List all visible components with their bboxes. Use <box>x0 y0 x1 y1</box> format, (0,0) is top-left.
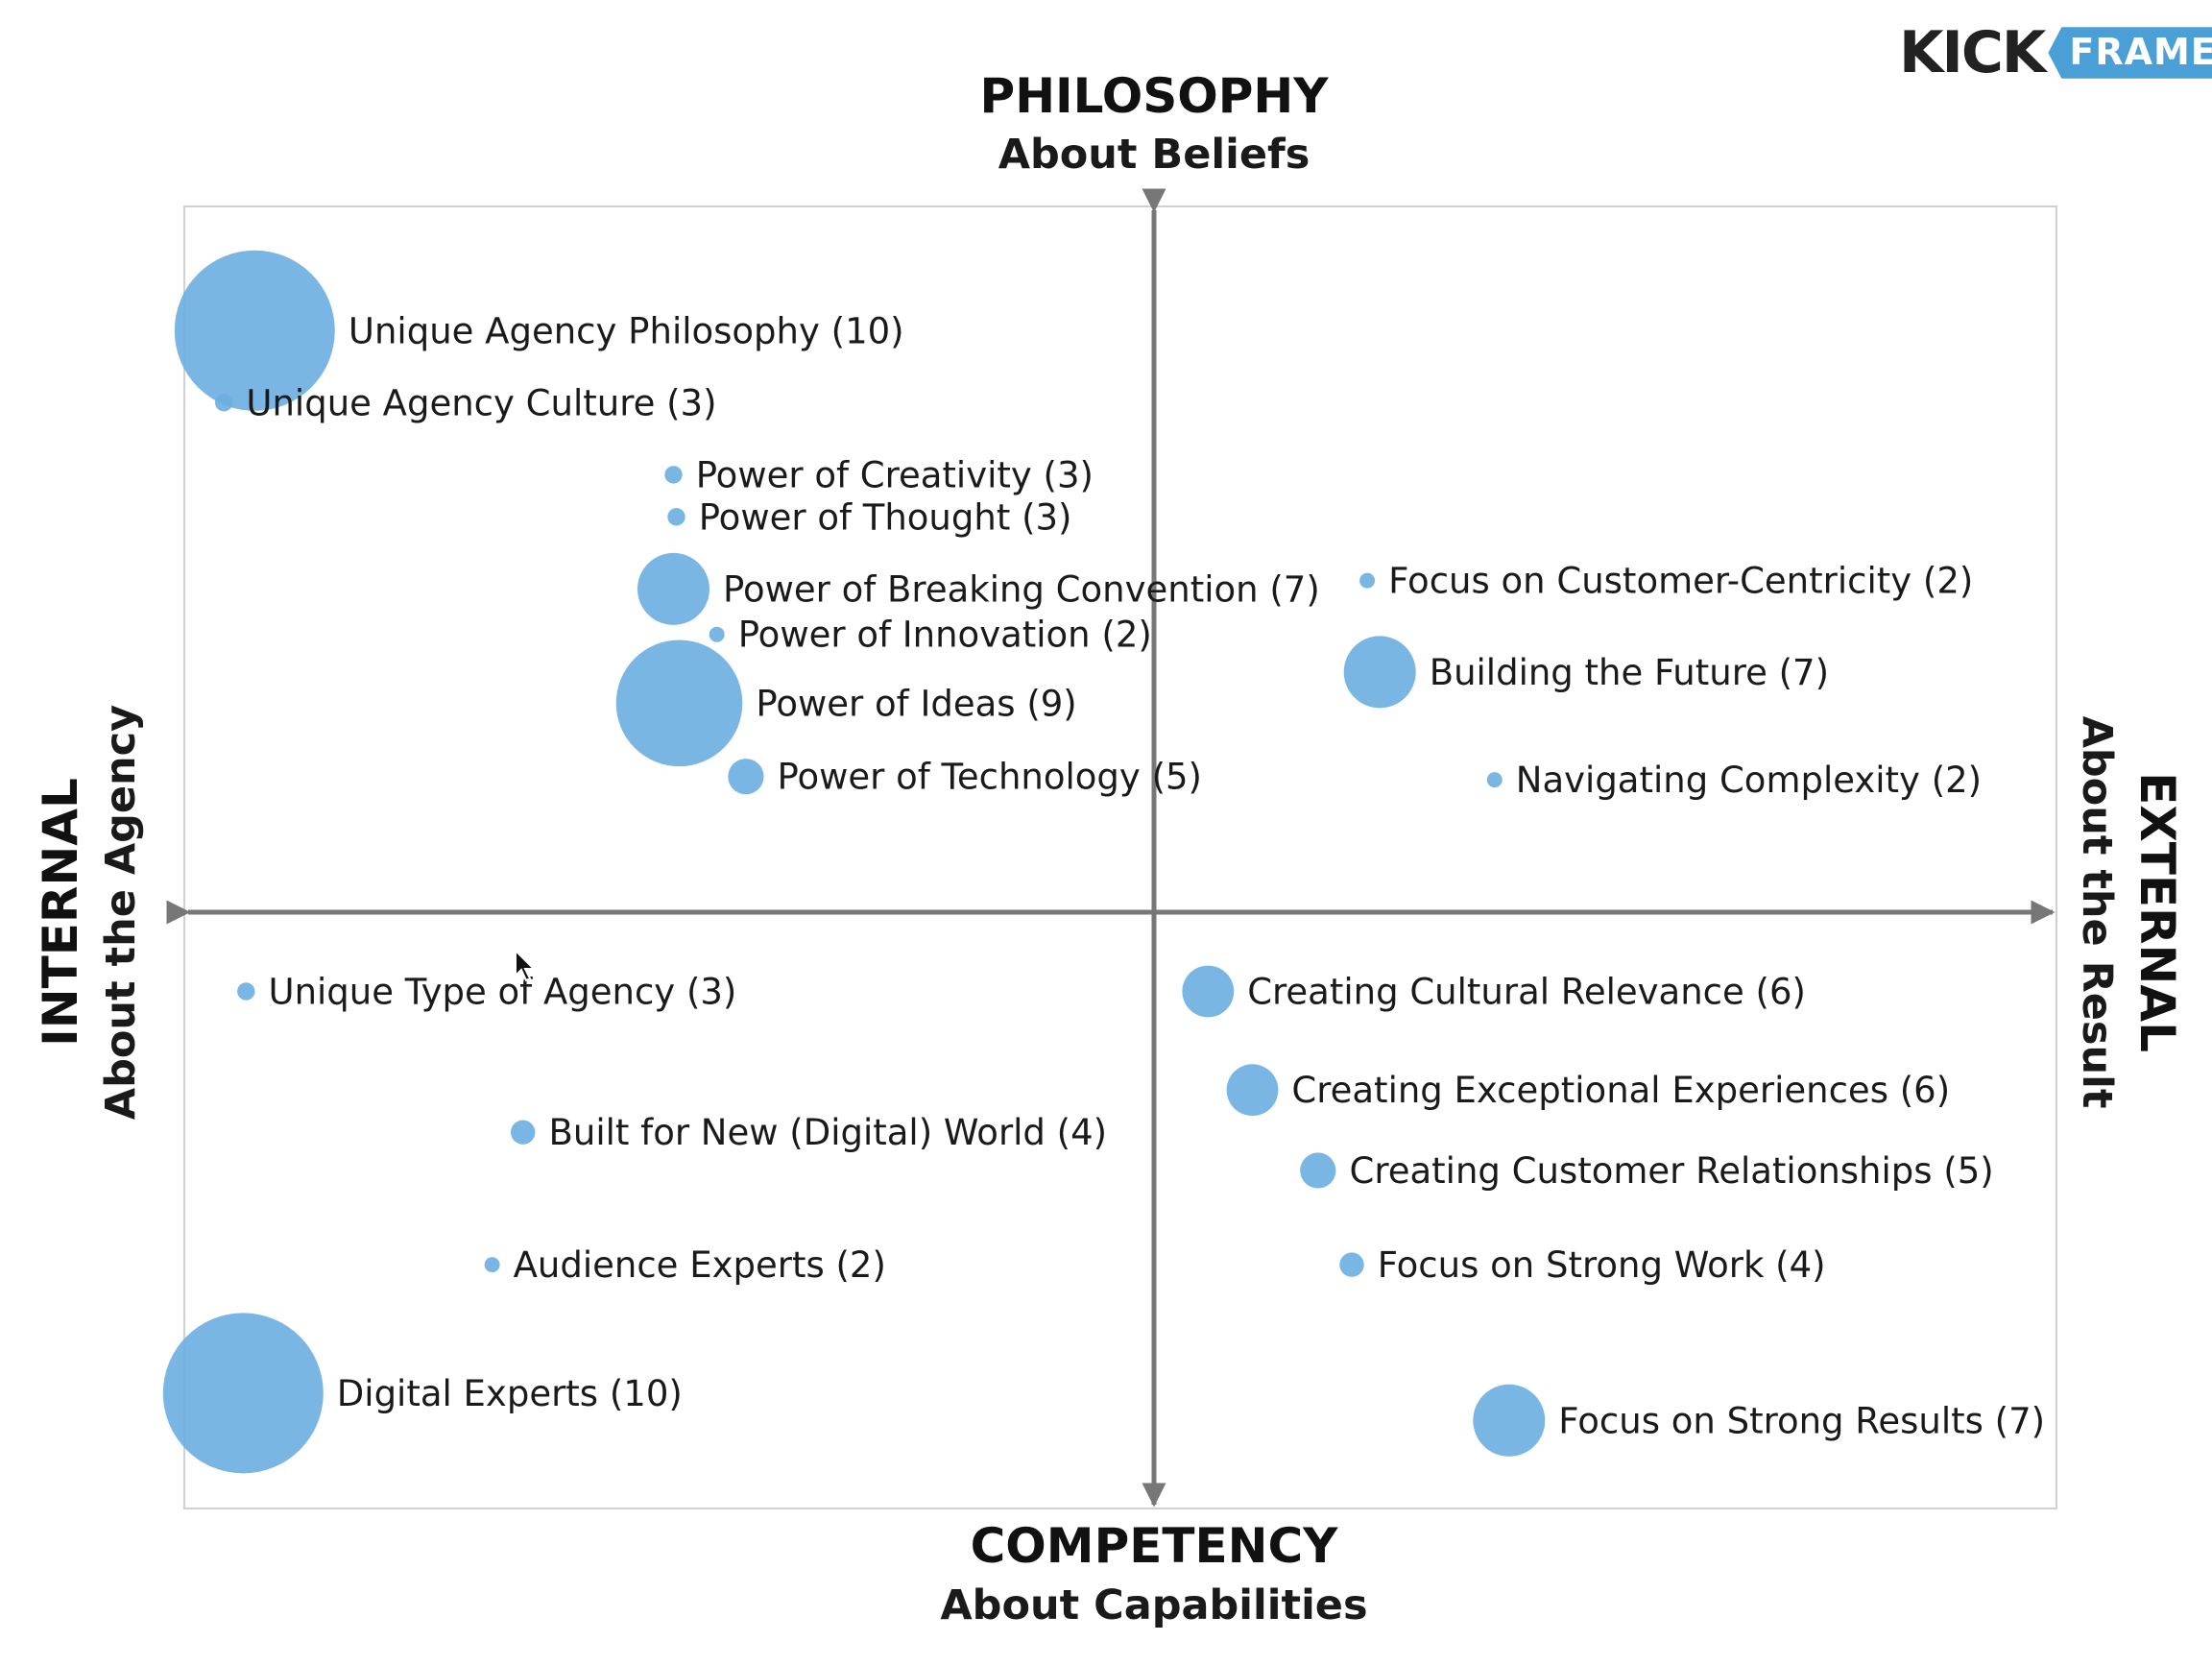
bubble-10 <box>1486 772 1503 788</box>
bubble-8 <box>1359 572 1376 589</box>
bubble-label-0: Unique Agency Philosophy (10) <box>349 310 904 351</box>
bubble-7 <box>728 759 764 795</box>
bubble-14 <box>162 1313 324 1474</box>
bubble-label-16: Creating Exceptional Experiences (6) <box>1291 1070 1950 1111</box>
bubble-17 <box>1300 1152 1336 1189</box>
logo-kick-text: KICK <box>1899 19 2046 86</box>
bubble-9 <box>1343 636 1416 709</box>
right-axis-subtitle: About the Result <box>2073 716 2121 1109</box>
bubble-3 <box>667 508 685 526</box>
bubble-label-6: Power of Ideas (9) <box>756 683 1076 724</box>
bubble-layer <box>162 250 1546 1474</box>
bubble-label-5: Power of Innovation (2) <box>738 615 1152 656</box>
bubble-5 <box>709 626 725 642</box>
bubble-16 <box>1226 1064 1279 1117</box>
bubble-0 <box>174 250 335 411</box>
bubble-13 <box>484 1257 500 1273</box>
kickframe-logo: KICK FRAME <box>1899 23 2212 83</box>
bubble-label-13: Audience Experts (2) <box>514 1244 886 1286</box>
bubble-label-3: Power of Thought (3) <box>699 496 1072 538</box>
bubble-label-4: Power of Breaking Convention (7) <box>723 568 1320 610</box>
bubble-19 <box>1473 1384 1546 1457</box>
bubble-label-15: Creating Cultural Relevance (6) <box>1247 972 1806 1013</box>
bubble-11 <box>237 982 255 1001</box>
bubble-6 <box>615 639 743 767</box>
bubble-label-10: Navigating Complexity (2) <box>1516 760 1982 801</box>
label-layer: Unique Agency Philosophy (10) Unique Agen… <box>246 310 2045 1441</box>
left-axis-title: INTERNAL <box>33 778 88 1047</box>
bubble-label-11: Unique Type of Agency (3) <box>269 972 737 1013</box>
bubble-12 <box>511 1120 536 1145</box>
bubble-label-14: Digital Experts (10) <box>337 1373 683 1414</box>
bubble-label-8: Focus on Customer-Centricity (2) <box>1388 561 1973 602</box>
bubble-label-1: Unique Agency Culture (3) <box>246 382 716 423</box>
top-axis-title: PHILOSOPHY <box>980 68 1330 124</box>
bubble-label-19: Focus on Strong Results (7) <box>1558 1400 2045 1441</box>
bubble-1 <box>215 394 233 412</box>
bubble-label-7: Power of Technology (5) <box>778 757 1202 798</box>
mouse-cursor-icon <box>515 949 537 982</box>
bubble-label-2: Power of Creativity (3) <box>696 454 1094 495</box>
right-axis-title: EXTERNAL <box>2129 772 2185 1052</box>
bubble-4 <box>637 552 709 625</box>
bubble-2 <box>664 466 683 484</box>
logo-frame-badge: FRAME <box>2048 27 2212 79</box>
bubble-15 <box>1182 965 1235 1018</box>
bottom-axis-subtitle: About Capabilities <box>940 1581 1367 1629</box>
bottom-axis-title: COMPETENCY <box>971 1518 1339 1574</box>
bubble-label-18: Focus on Strong Work (4) <box>1378 1244 1826 1286</box>
bubble-18 <box>1339 1252 1364 1277</box>
top-axis-subtitle: About Beliefs <box>998 131 1310 179</box>
left-axis-subtitle: About the Agency <box>97 705 145 1120</box>
bubble-label-9: Building the Future (7) <box>1430 652 1829 693</box>
plot-frame <box>183 205 2057 1509</box>
bubble-label-17: Creating Customer Relationships (5) <box>1350 1150 1994 1192</box>
bubble-label-12: Built for New (Digital) World (4) <box>549 1112 1108 1153</box>
